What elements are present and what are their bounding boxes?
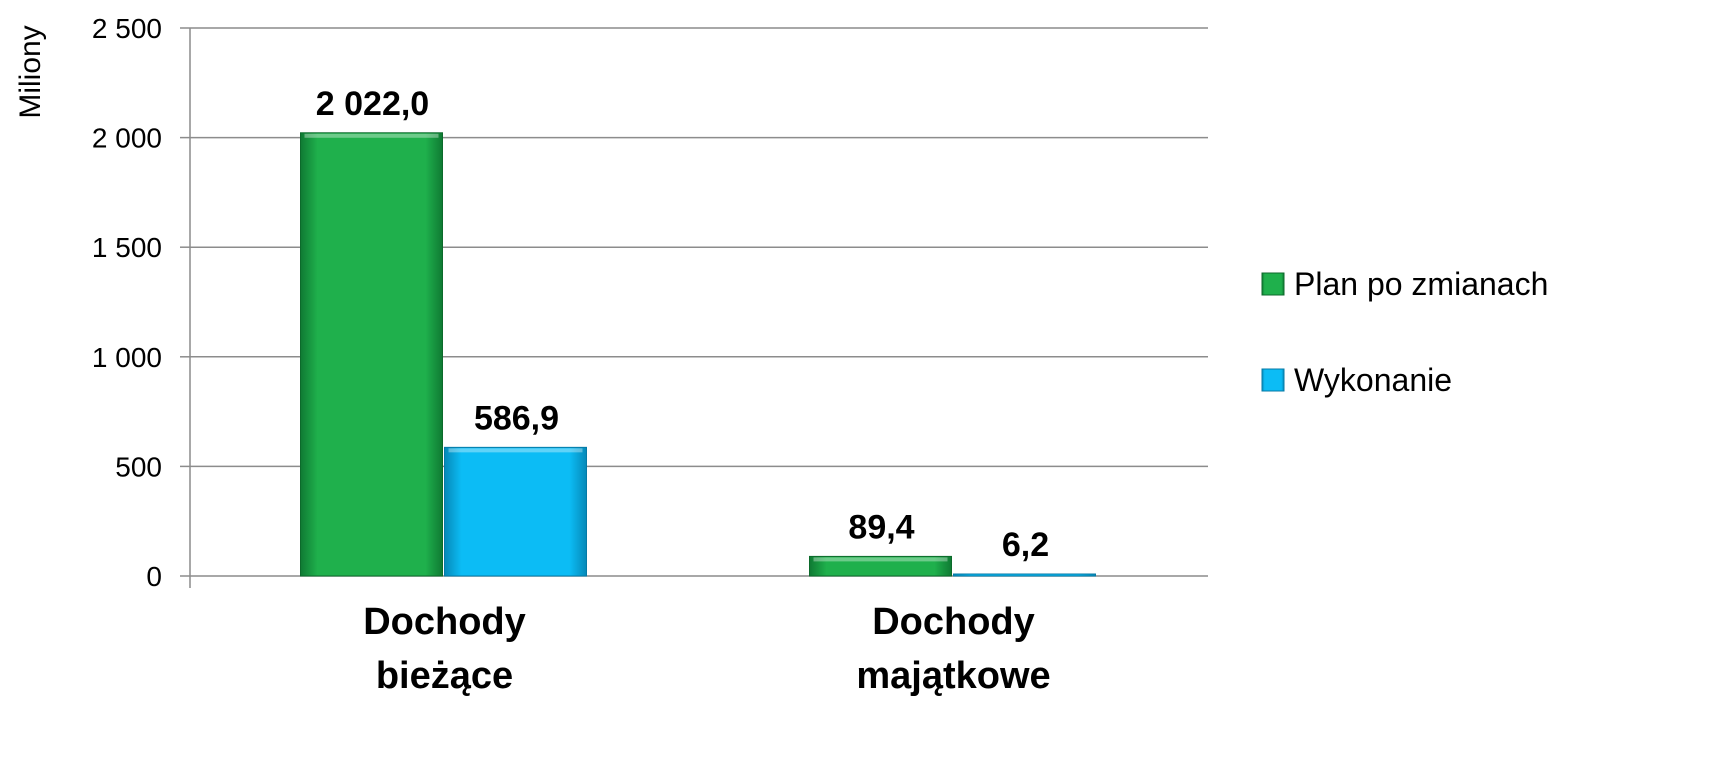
y-tick-label: 500: [115, 451, 162, 482]
tick-labels: 0 500 1 000 1 500 2 000 2 500: [92, 13, 162, 592]
bar-highlight: [813, 557, 948, 562]
data-label: 89,4: [848, 508, 914, 546]
category-labels: Dochody bieżące Dochody majątkowe: [363, 601, 1050, 697]
y-axis-label: Miliony: [14, 25, 47, 118]
data-label: 6,2: [1002, 526, 1049, 564]
legend-label: Wykonanie: [1294, 362, 1452, 398]
data-label: 586,9: [474, 399, 559, 437]
data-label: 2 022,0: [316, 85, 429, 123]
legend-label: Plan po zmianach: [1294, 266, 1548, 302]
category-label: Dochody: [363, 601, 526, 643]
bar-wykonanie: [444, 446, 587, 577]
y-tick-label: 1 500: [92, 232, 162, 263]
bar-plan: [300, 132, 443, 577]
legend-swatch: [1261, 368, 1285, 392]
y-tick-label: 0: [146, 561, 162, 592]
bar-wykonanie: [953, 573, 1096, 577]
bar-highlight: [448, 448, 583, 453]
y-tick-label: 2 000: [92, 123, 162, 154]
data-labels: 2 022,0 586,9 89,4 6,2: [316, 85, 1049, 564]
bars: [300, 132, 1096, 577]
y-tick-label: 1 000: [92, 342, 162, 373]
category-label: bieżące: [376, 655, 513, 697]
category-label: majątkowe: [856, 655, 1050, 697]
bar-plan: [809, 555, 952, 577]
legend: Plan po zmianach Wykonanie: [1261, 266, 1548, 398]
category-label: Dochody: [872, 601, 1035, 643]
bar-highlight: [304, 133, 439, 138]
y-tick-label: 2 500: [92, 13, 162, 44]
legend-swatch: [1261, 272, 1285, 296]
